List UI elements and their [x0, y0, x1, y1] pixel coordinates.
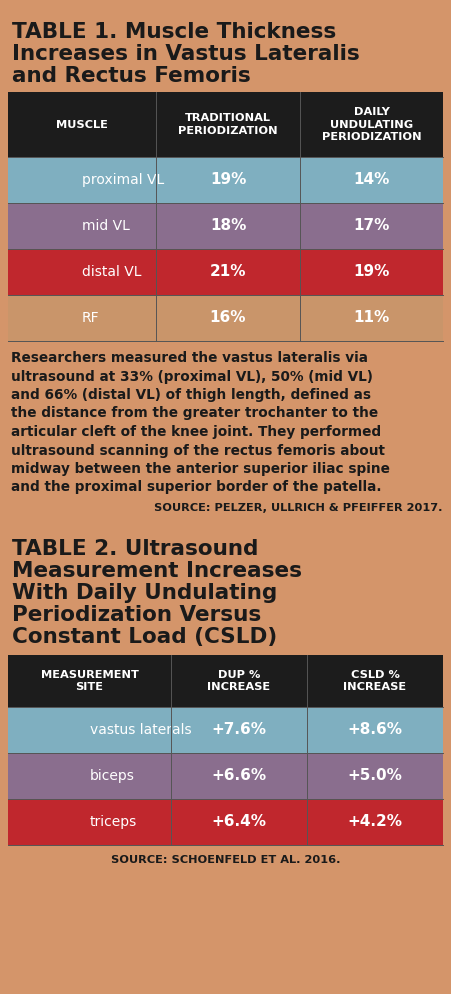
Text: triceps: triceps — [89, 815, 137, 829]
Text: TRADITIONAL
PERIODIZATION: TRADITIONAL PERIODIZATION — [178, 113, 278, 136]
Text: articular cleft of the knee joint. They performed: articular cleft of the knee joint. They … — [11, 425, 381, 439]
Bar — [8, 157, 443, 203]
Text: and 66% (distal VL) of thigh length, defined as: and 66% (distal VL) of thigh length, def… — [11, 388, 371, 402]
Text: +8.6%: +8.6% — [348, 723, 402, 738]
Text: ultrasound scanning of the rectus femoris about: ultrasound scanning of the rectus femori… — [11, 443, 385, 457]
Text: +7.6%: +7.6% — [212, 723, 267, 738]
Text: +5.0%: +5.0% — [348, 768, 402, 783]
Text: +6.4%: +6.4% — [212, 814, 267, 830]
Text: 11%: 11% — [354, 310, 390, 325]
Text: 16%: 16% — [210, 310, 246, 325]
Bar — [8, 707, 443, 753]
Text: 14%: 14% — [353, 173, 390, 188]
Text: Increases in Vastus Lateralis: Increases in Vastus Lateralis — [12, 44, 360, 64]
Text: 19%: 19% — [353, 264, 390, 279]
Text: DAILY
UNDULATING
PERIODIZATION: DAILY UNDULATING PERIODIZATION — [322, 107, 421, 142]
Text: Constant Load (CSLD): Constant Load (CSLD) — [12, 627, 277, 647]
Text: and Rectus Femoris: and Rectus Femoris — [12, 66, 251, 86]
Bar — [8, 249, 443, 295]
Text: biceps: biceps — [89, 769, 134, 783]
Text: SOURCE: PELZER, ULLRICH & PFEIFFER 2017.: SOURCE: PELZER, ULLRICH & PFEIFFER 2017. — [155, 503, 443, 513]
Text: With Daily Undulating: With Daily Undulating — [12, 583, 277, 603]
Text: RF: RF — [82, 311, 100, 325]
Bar — [8, 655, 443, 707]
Bar — [8, 203, 443, 249]
Text: ultrasound at 33% (proximal VL), 50% (mid VL): ultrasound at 33% (proximal VL), 50% (mi… — [11, 370, 373, 384]
Text: Measurement Increases: Measurement Increases — [12, 561, 302, 581]
Bar — [8, 799, 443, 845]
Bar — [8, 753, 443, 799]
Text: 19%: 19% — [210, 173, 246, 188]
Text: SOURCE: SCHOENFELD ET AL. 2016.: SOURCE: SCHOENFELD ET AL. 2016. — [111, 855, 340, 865]
Text: TABLE 1. Muscle Thickness: TABLE 1. Muscle Thickness — [12, 22, 336, 42]
Text: +6.6%: +6.6% — [212, 768, 267, 783]
Text: proximal VL: proximal VL — [82, 173, 164, 187]
Text: and the proximal superior border of the patella.: and the proximal superior border of the … — [11, 480, 382, 494]
Text: mid VL: mid VL — [82, 219, 130, 233]
Text: distal VL: distal VL — [82, 265, 142, 279]
Text: 21%: 21% — [210, 264, 246, 279]
Text: CSLD %
INCREASE: CSLD % INCREASE — [344, 670, 406, 692]
Text: the distance from the greater trochanter to the: the distance from the greater trochanter… — [11, 407, 378, 420]
Text: Periodization Versus: Periodization Versus — [12, 605, 261, 625]
Text: +4.2%: +4.2% — [348, 814, 402, 830]
Text: DUP %
INCREASE: DUP % INCREASE — [207, 670, 271, 692]
Text: TABLE 2. Ultrasound: TABLE 2. Ultrasound — [12, 539, 258, 559]
Text: MEASUREMENT
SITE: MEASUREMENT SITE — [41, 670, 138, 692]
Text: 17%: 17% — [353, 219, 390, 234]
Text: midway between the anterior superior iliac spine: midway between the anterior superior ili… — [11, 462, 390, 476]
Bar — [8, 295, 443, 341]
Text: MUSCLE: MUSCLE — [56, 119, 108, 129]
Text: vastus laterals: vastus laterals — [89, 723, 191, 737]
Text: 18%: 18% — [210, 219, 246, 234]
Bar — [8, 92, 443, 157]
Text: Researchers measured the vastus lateralis via: Researchers measured the vastus laterali… — [11, 351, 368, 365]
